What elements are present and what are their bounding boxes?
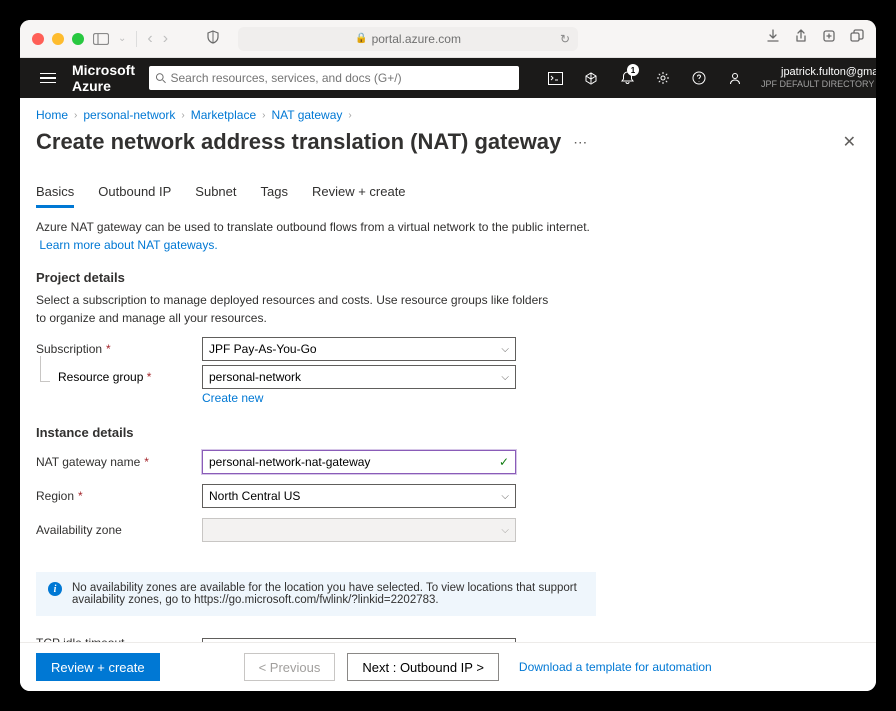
chevron-down-icon: ⌵ [501, 491, 509, 502]
page-title: Create network address translation (NAT)… [36, 129, 561, 155]
info-banner: i No availability zones are available fo… [36, 572, 596, 616]
tab-outbound-ip[interactable]: Outbound IP [98, 184, 171, 208]
resource-group-label: Resource group [58, 370, 143, 384]
tabs-icon[interactable] [850, 29, 864, 48]
chevron-down-icon[interactable]: ⌄ [118, 33, 126, 44]
previous-button: < Previous [244, 653, 336, 681]
more-actions-button[interactable]: ⋯ [573, 134, 587, 151]
resource-group-value: personal-network [209, 370, 301, 384]
az-label: Availability zone [36, 523, 122, 537]
close-blade-button[interactable]: ✕ [839, 128, 860, 156]
browser-window: ⌄ ‹ › 🔒 portal.azure.com ↻ Microsoft Azu… [20, 20, 876, 691]
breadcrumb-current[interactable]: NAT gateway [271, 108, 342, 122]
directories-icon[interactable] [575, 58, 607, 98]
portal-menu-button[interactable] [32, 73, 64, 84]
tab-subnet[interactable]: Subnet [195, 184, 236, 208]
help-icon[interactable] [683, 58, 715, 98]
next-button[interactable]: Next : Outbound IP > [347, 653, 499, 681]
region-select[interactable]: North Central US ⌵ [202, 484, 516, 508]
search-input[interactable] [170, 71, 513, 85]
nat-name-label: NAT gateway name [36, 455, 140, 469]
azure-brand[interactable]: Microsoft Azure [72, 62, 135, 94]
tcp-input-wrap [202, 638, 516, 642]
info-link[interactable]: https://go.microsoft.com/fwlink/?linkid=… [194, 594, 435, 606]
nav-arrows: ‹ › [147, 30, 168, 48]
chevron-down-icon: ⌵ [501, 344, 509, 355]
tab-basics[interactable]: Basics [36, 184, 74, 208]
learn-more-link[interactable]: Learn more about NAT gateways. [39, 238, 217, 252]
download-template-link[interactable]: Download a template for automation [519, 660, 712, 674]
region-label: Region [36, 489, 74, 503]
chevron-down-icon: ⌵ [501, 525, 509, 536]
breadcrumb-marketplace[interactable]: Marketplace [191, 108, 256, 122]
info-icon: i [48, 582, 62, 596]
tabs: Basics Outbound IP Subnet Tags Review + … [36, 184, 860, 208]
lock-icon: 🔒 [355, 33, 367, 44]
close-window-button[interactable] [32, 33, 44, 45]
validation-check-icon: ✓ [499, 455, 509, 469]
privacy-shield-icon[interactable] [206, 30, 220, 47]
account-email: jpatrick.fulton@gmail.c... [761, 66, 876, 79]
account-directory: JPF DEFAULT DIRECTORY (JPATR... [761, 79, 876, 90]
project-details-heading: Project details [36, 270, 860, 285]
project-details-desc: Select a subscription to manage deployed… [36, 291, 556, 327]
nat-name-input[interactable] [209, 455, 499, 469]
subscription-value: JPF Pay-As-You-Go [209, 342, 317, 356]
breadcrumb-home[interactable]: Home [36, 108, 68, 122]
share-icon[interactable] [794, 29, 808, 48]
refresh-icon[interactable]: ↻ [560, 32, 570, 46]
back-button[interactable]: ‹ [147, 30, 152, 48]
breadcrumb: Home› personal-network› Marketplace› NAT… [36, 106, 860, 124]
review-create-button[interactable]: Review + create [36, 653, 160, 681]
tab-tags[interactable]: Tags [261, 184, 288, 208]
wizard-footer: Review + create < Previous Next : Outbou… [20, 642, 876, 691]
tab-review[interactable]: Review + create [312, 184, 406, 208]
new-tab-icon[interactable] [822, 29, 836, 48]
create-new-rg-link[interactable]: Create new [202, 391, 263, 405]
resource-group-select[interactable]: personal-network ⌵ [202, 365, 516, 389]
chevron-down-icon: ⌵ [501, 372, 509, 383]
maximize-window-button[interactable] [72, 33, 84, 45]
azure-top-bar: Microsoft Azure 1 jpatrick.fulton@gmail.… [20, 58, 876, 98]
cloud-shell-icon[interactable] [539, 58, 571, 98]
nat-name-input-wrap: ✓ [202, 450, 516, 474]
instance-details-heading: Instance details [36, 425, 860, 440]
sidebar-toggle-icon[interactable] [92, 30, 110, 48]
window-controls [32, 33, 84, 45]
availability-zone-select: ⌵ [202, 518, 516, 542]
minimize-window-button[interactable] [52, 33, 64, 45]
region-value: North Central US [209, 489, 300, 503]
tcp-label: TCP idle timeout (minutes) [36, 636, 174, 642]
subscription-label: Subscription [36, 342, 102, 356]
notification-badge: 1 [627, 64, 639, 76]
notifications-icon[interactable]: 1 [611, 58, 643, 98]
subscription-select[interactable]: JPF Pay-As-You-Go ⌵ [202, 337, 516, 361]
search-icon [155, 72, 166, 84]
url-text: portal.azure.com [372, 32, 461, 46]
settings-icon[interactable] [647, 58, 679, 98]
breadcrumb-rg[interactable]: personal-network [83, 108, 175, 122]
intro-text: Azure NAT gateway can be used to transla… [36, 220, 590, 234]
account-menu[interactable]: jpatrick.fulton@gmail.c... JPF DEFAULT D… [751, 65, 876, 91]
forward-button[interactable]: › [163, 30, 168, 48]
page-content: Home› personal-network› Marketplace› NAT… [20, 98, 876, 642]
feedback-icon[interactable] [719, 58, 751, 98]
download-icon[interactable] [766, 29, 780, 48]
url-bar[interactable]: 🔒 portal.azure.com ↻ [238, 27, 578, 51]
global-search[interactable] [149, 66, 519, 90]
mac-titlebar: ⌄ ‹ › 🔒 portal.azure.com ↻ [20, 20, 876, 58]
